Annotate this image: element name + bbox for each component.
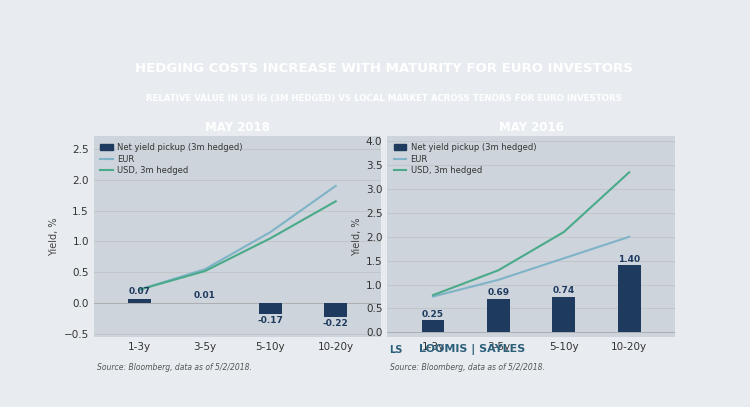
Y-axis label: Yield, %: Yield, %: [50, 218, 59, 256]
Bar: [259, 303, 282, 314]
Bar: [128, 299, 151, 303]
Text: 1.40: 1.40: [618, 254, 640, 264]
Bar: [618, 265, 640, 333]
Bar: [422, 320, 445, 333]
Text: LS: LS: [389, 345, 403, 354]
Text: 0.07: 0.07: [128, 287, 151, 296]
Bar: [487, 300, 510, 333]
Text: Source: Bloomberg, data as of 5/2/2018.: Source: Bloomberg, data as of 5/2/2018.: [97, 363, 251, 372]
Text: 0.25: 0.25: [422, 309, 444, 319]
Text: MAY 2018: MAY 2018: [206, 120, 270, 133]
Text: -0.17: -0.17: [257, 316, 284, 325]
Text: RELATIVE VALUE IN US IG (3M HEDGED) VS LOCAL MARKET ACROSS TENORS FOR EURO INVES: RELATIVE VALUE IN US IG (3M HEDGED) VS L…: [146, 94, 622, 103]
Bar: [194, 302, 216, 303]
Text: 0.69: 0.69: [488, 289, 509, 298]
Bar: [324, 303, 347, 317]
Text: Source: Bloomberg, data as of 5/2/2018.: Source: Bloomberg, data as of 5/2/2018.: [390, 363, 545, 372]
Bar: [553, 297, 575, 333]
Legend: Net yield pickup (3m hedged), EUR, USD, 3m hedged: Net yield pickup (3m hedged), EUR, USD, …: [98, 140, 245, 177]
Text: 0.74: 0.74: [553, 286, 575, 295]
Text: MAY 2016: MAY 2016: [499, 120, 563, 133]
Text: LOOMIS | SAYLES: LOOMIS | SAYLES: [419, 344, 526, 355]
Legend: Net yield pickup (3m hedged), EUR, USD, 3m hedged: Net yield pickup (3m hedged), EUR, USD, …: [392, 140, 538, 177]
Text: 0.01: 0.01: [194, 291, 216, 300]
Text: -0.22: -0.22: [322, 319, 349, 328]
Text: HEDGING COSTS INCREASE WITH MATURITY FOR EURO INVESTORS: HEDGING COSTS INCREASE WITH MATURITY FOR…: [136, 61, 633, 74]
Y-axis label: Yield, %: Yield, %: [352, 218, 362, 256]
